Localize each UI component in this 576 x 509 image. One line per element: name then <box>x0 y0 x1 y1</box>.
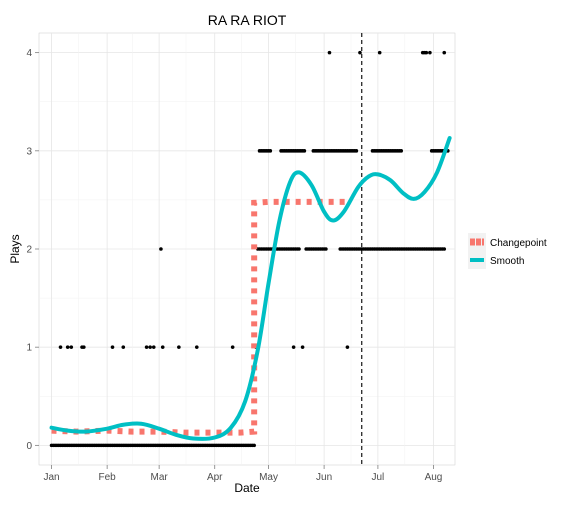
x-axis-title: Date <box>234 481 260 495</box>
data-point <box>428 50 432 55</box>
data-point <box>324 247 328 251</box>
legend-label-changepoint: Changepoint <box>490 238 547 249</box>
chart-title: RA RA RIOT <box>208 12 287 28</box>
data-point <box>424 50 429 55</box>
data-point <box>345 345 350 349</box>
data-point <box>121 345 126 349</box>
data-point <box>110 345 115 349</box>
data-point <box>302 149 307 153</box>
series-changepoint <box>51 198 350 436</box>
y-tick-label: 4 <box>26 48 32 59</box>
data-point <box>327 50 332 55</box>
y-tick-label: 3 <box>26 146 32 157</box>
x-tick-label: Apr <box>207 472 223 483</box>
data-point <box>268 149 273 153</box>
axis-ticks: 0 1 2 3 4 Jan Feb Mar Apr May Jun Jul Aug <box>26 48 442 483</box>
legend: Changepoint Smooth <box>468 233 547 269</box>
data-point <box>159 247 163 251</box>
data-point <box>148 345 152 349</box>
data-point <box>144 345 149 349</box>
x-tick-label: Aug <box>425 472 443 483</box>
data-point <box>354 149 359 153</box>
data-point <box>442 247 447 251</box>
data-point <box>291 345 296 349</box>
data-point <box>297 247 301 251</box>
data-point <box>358 50 362 55</box>
data-point <box>177 345 181 349</box>
x-tick-label: Jun <box>316 472 332 483</box>
data-point <box>151 345 156 349</box>
x-tick-label: Jul <box>371 472 384 483</box>
series-smooth <box>49 136 452 441</box>
data-point <box>160 345 165 349</box>
x-tick-label: Mar <box>151 472 169 483</box>
y-axis-title: Plays <box>8 234 22 263</box>
series-lines <box>49 136 452 441</box>
data-point <box>377 50 382 55</box>
data-point <box>65 345 70 349</box>
data-point <box>69 345 74 349</box>
scatter-points <box>49 50 450 448</box>
x-tick-label: May <box>259 472 278 483</box>
data-point <box>82 345 86 349</box>
legend-label-smooth: Smooth <box>490 256 524 267</box>
x-tick-label: Jan <box>43 472 59 483</box>
data-point <box>442 50 447 55</box>
x-tick-label: Feb <box>99 472 117 483</box>
data-point <box>300 345 305 349</box>
data-point <box>58 345 63 349</box>
data-point <box>230 345 235 349</box>
data-point <box>194 345 199 349</box>
y-tick-label: 0 <box>26 441 32 452</box>
data-point <box>399 149 404 153</box>
y-tick-label: 2 <box>26 245 32 256</box>
data-point <box>252 443 256 448</box>
y-tick-label: 1 <box>26 343 32 354</box>
